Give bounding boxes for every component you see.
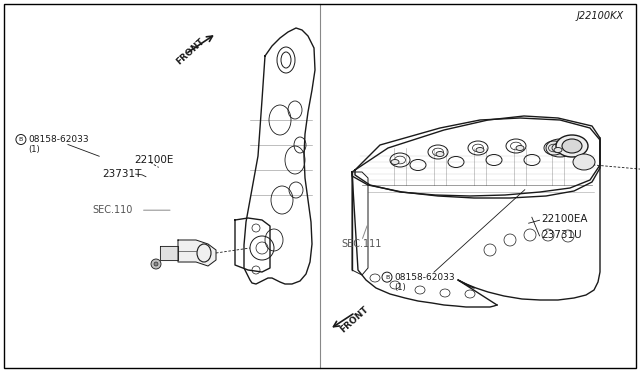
Text: FRONT: FRONT <box>339 304 371 334</box>
Circle shape <box>154 262 158 266</box>
Text: 23731U: 23731U <box>541 230 581 240</box>
Text: SEC.110: SEC.110 <box>93 205 133 215</box>
Text: (1): (1) <box>28 145 40 154</box>
Ellipse shape <box>391 160 399 164</box>
Polygon shape <box>178 240 216 266</box>
Text: 23731T: 23731T <box>102 169 142 179</box>
Text: 08158-62033: 08158-62033 <box>394 273 454 282</box>
Text: 22100E: 22100E <box>134 155 174 165</box>
Text: SEC.111: SEC.111 <box>341 239 381 248</box>
Ellipse shape <box>562 139 582 153</box>
Polygon shape <box>160 246 178 260</box>
Text: B: B <box>19 137 23 142</box>
Text: J22100KX: J22100KX <box>577 11 624 21</box>
Ellipse shape <box>554 148 562 153</box>
Circle shape <box>151 259 161 269</box>
Text: FRONT: FRONT <box>175 36 207 66</box>
Ellipse shape <box>516 145 524 151</box>
Ellipse shape <box>476 148 484 153</box>
Ellipse shape <box>573 154 595 170</box>
Text: 22100EA: 22100EA <box>541 215 588 224</box>
Text: B: B <box>385 275 389 280</box>
Ellipse shape <box>556 135 588 157</box>
Ellipse shape <box>436 151 444 157</box>
Text: 08158-62033: 08158-62033 <box>28 135 88 144</box>
Text: (1): (1) <box>394 283 406 292</box>
Ellipse shape <box>546 139 574 157</box>
